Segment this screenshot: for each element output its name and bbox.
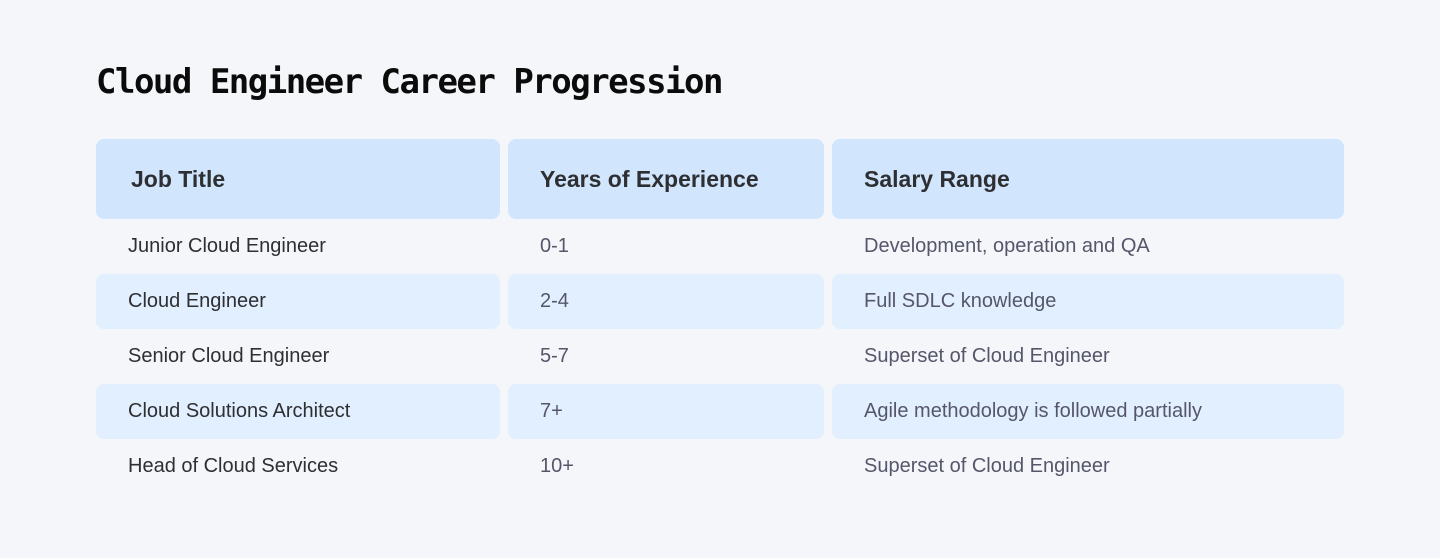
header-years-of-experience: Years of Experience	[508, 139, 824, 219]
table-row: Head of Cloud Services 10+ Superset of C…	[96, 439, 1344, 494]
header-salary-range: Salary Range	[832, 139, 1344, 219]
cell-job-title: Head of Cloud Services	[128, 455, 339, 477]
cell-years: 2-4	[508, 274, 824, 329]
cell-salary-range: Agile methodology is followed partially	[832, 384, 1344, 439]
cell-job-title: Junior Cloud Engineer	[128, 235, 326, 257]
page-title: Cloud Engineer Career Progression	[96, 62, 724, 102]
table-row: Junior Cloud Engineer 0-1 Development, o…	[96, 219, 1344, 274]
table-row: Cloud Engineer 2-4 Full SDLC knowledge	[96, 274, 1344, 329]
cell-years: 5-7	[540, 345, 569, 367]
cell-years: 10+	[540, 455, 574, 477]
cell-years: 7+	[508, 384, 824, 439]
header-job-title: Job Title	[96, 139, 500, 219]
table-row: Senior Cloud Engineer 5-7 Superset of Cl…	[96, 329, 1344, 384]
table-row: Cloud Solutions Architect 7+ Agile metho…	[96, 384, 1344, 439]
table-header-row: Job Title Years of Experience Salary Ran…	[96, 139, 1344, 219]
cell-years: 0-1	[540, 235, 569, 257]
career-table: Job Title Years of Experience Salary Ran…	[96, 139, 1344, 494]
cell-salary-range: Full SDLC knowledge	[832, 274, 1344, 329]
cell-salary-range: Superset of Cloud Engineer	[864, 455, 1110, 477]
cell-job-title: Cloud Solutions Architect	[96, 384, 500, 439]
cell-salary-range: Development, operation and QA	[864, 235, 1150, 257]
cell-salary-range: Superset of Cloud Engineer	[864, 345, 1110, 367]
cell-job-title: Senior Cloud Engineer	[128, 345, 330, 367]
cell-job-title: Cloud Engineer	[96, 274, 500, 329]
